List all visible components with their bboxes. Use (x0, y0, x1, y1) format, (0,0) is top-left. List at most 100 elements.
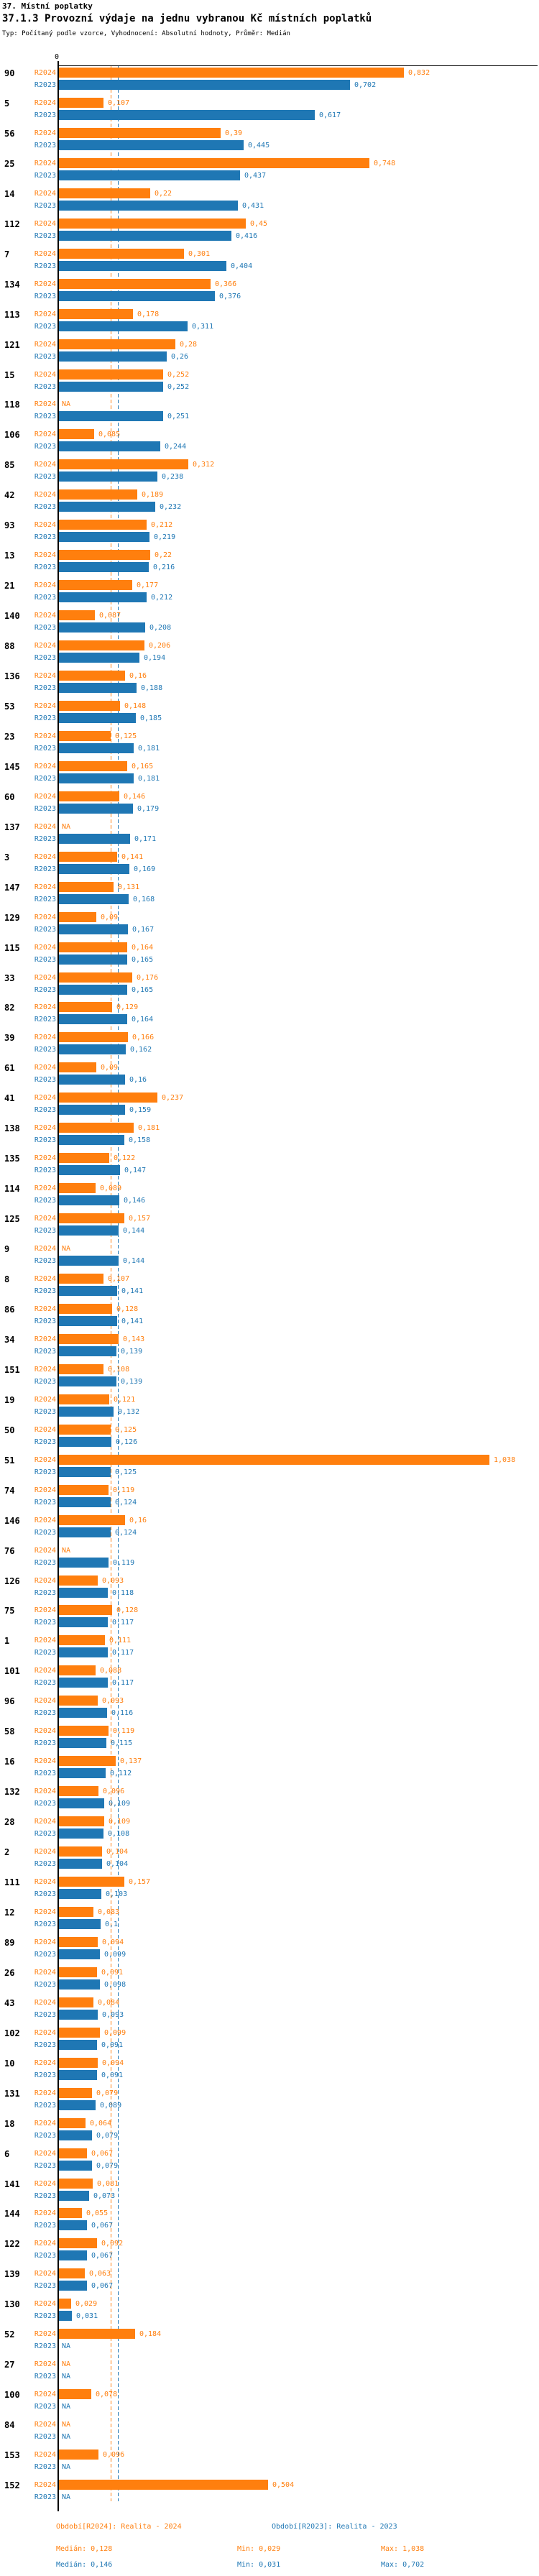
group-label: 122 (4, 2239, 20, 2249)
r2023-series-label: R2023 (34, 1800, 56, 1808)
r2024-value-label: 0,128 (116, 1305, 139, 1313)
r2023-series-label: R2023 (34, 835, 56, 843)
group-label: 8 (4, 1274, 10, 1284)
r2024-bar (59, 68, 404, 78)
group-label: 51 (4, 1455, 15, 1466)
r2024-value-label: 0,087 (99, 612, 121, 620)
group-label: 118 (4, 400, 20, 410)
group-label: 9 (4, 1244, 10, 1254)
r2023-value-label: 0,079 (96, 2132, 119, 2140)
r2023-bar (59, 1738, 106, 1748)
r2024-bar (59, 580, 132, 590)
r2023-value-label: 0,162 (130, 1046, 152, 1054)
r2024-bar (59, 309, 133, 319)
r2024-value-label: 0,092 (101, 2240, 124, 2248)
r2023-value-label: 0,117 (112, 1649, 134, 1657)
r2024-value-label: 0,212 (151, 521, 173, 529)
r2023-bar (59, 562, 149, 572)
r2023-value-label: 0,416 (236, 232, 258, 240)
r2024-value-label: 0,189 (142, 491, 164, 499)
r2024-series-label: R2024 (34, 1094, 56, 1102)
r2023-value-label: 0,124 (115, 1499, 137, 1506)
r2023-series-label: R2023 (34, 1257, 56, 1265)
r2023-bar (59, 834, 130, 844)
r2023-bar (59, 864, 129, 874)
r2023-series-label: R2023 (34, 2071, 56, 2079)
r2023-series-label: R2023 (34, 2282, 56, 2290)
footer-r2023-min: Min: 0,031 (237, 2561, 281, 2569)
r2023-series-label: R2023 (34, 443, 56, 451)
r2023-value-label: 0,091 (101, 2041, 124, 2049)
r2024-bar (59, 1364, 103, 1374)
r2023-series-label: R2023 (34, 1739, 56, 1747)
plot-area: 90 R2024 0,832 R2023 0,702 5 R2024 0,107 R2023 0,… (0, 68, 539, 2504)
r2024-series-label: R2024 (34, 1577, 56, 1585)
r2023-series-label: R2023 (34, 745, 56, 753)
group-label: 27 (4, 2360, 15, 2370)
r2023-value-label: 0,124 (115, 1529, 137, 1537)
r2023-value-label: 0,16 (129, 1076, 147, 1084)
r2023-bar (59, 804, 133, 814)
r2024-value-label: 0,148 (124, 702, 147, 710)
r2024-bar (59, 2480, 268, 2490)
r2024-series-label: R2024 (34, 2240, 56, 2248)
r2024-series-label: R2024 (34, 1124, 56, 1132)
r2023-series-label: R2023 (34, 473, 56, 481)
r2023-series-label: R2023 (34, 2403, 56, 2411)
r2023-series-label: R2023 (34, 1348, 56, 1356)
r2024-series-label: R2024 (34, 853, 56, 861)
r2023-value-label: 0,067 (91, 2222, 114, 2230)
r2024-series-label: R2024 (34, 1908, 56, 1916)
r2023-bar (59, 1979, 100, 1990)
r2024-series-label: R2024 (34, 1486, 56, 1494)
r2023-series-label: R2023 (34, 1378, 56, 1386)
r2023-series-label: R2023 (34, 323, 56, 331)
r2024-bar (59, 1334, 119, 1344)
r2024-bar (59, 249, 184, 259)
group-label: 93 (4, 520, 15, 530)
r2023-value-label: 0,311 (192, 323, 214, 331)
r2024-series-label: R2024 (34, 1184, 56, 1192)
r2024-series-label: R2024 (34, 612, 56, 620)
group-label: 85 (4, 460, 15, 470)
r2023-bar (59, 1075, 125, 1085)
r2023-value-label: 0,141 (121, 1287, 144, 1295)
r2024-na-label: NA (62, 2421, 71, 2429)
group-label: 140 (4, 611, 20, 621)
r2024-series-label: R2024 (34, 431, 56, 438)
r2024-bar (59, 1183, 96, 1193)
r2024-bar (59, 1123, 134, 1133)
r2023-series-label: R2023 (34, 2312, 56, 2320)
r2023-value-label: 0,702 (354, 81, 377, 89)
r2023-value-label: 0,212 (151, 594, 173, 602)
r2024-value-label: 0,137 (120, 1757, 142, 1765)
r2023-bar (59, 2100, 96, 2110)
r2024-series-label: R2024 (34, 1667, 56, 1675)
group-label: 130 (4, 2299, 20, 2309)
group-label: 141 (4, 2179, 20, 2189)
group-label: 28 (4, 1817, 15, 1827)
r2024-value-label: 0,083 (98, 1908, 120, 1916)
r2023-bar (59, 80, 350, 90)
r2024-value-label: 0,111 (109, 1637, 132, 1644)
r2023-bar (59, 321, 188, 331)
r2024-value-label: 0,067 (91, 2150, 114, 2158)
footer-period-r2023: Období[R2023]: Realita - 2023 (272, 2523, 397, 2531)
group-label: 131 (4, 2089, 20, 2099)
r2024-bar (59, 1425, 111, 1435)
r2024-series-label: R2024 (34, 642, 56, 650)
r2023-series-label: R2023 (34, 1106, 56, 1114)
r2024-series-label: R2024 (34, 551, 56, 559)
r2024-series-label: R2024 (34, 2120, 56, 2128)
r2024-value-label: 0,176 (137, 974, 159, 982)
r2023-value-label: 0,252 (167, 383, 190, 391)
r2023-series-label: R2023 (34, 684, 56, 692)
r2024-value-label: 0,28 (180, 341, 198, 349)
r2024-series-label: R2024 (34, 2029, 56, 2037)
r2024-series-label: R2024 (34, 702, 56, 710)
r2024-series-label: R2024 (34, 1396, 56, 1404)
r2023-bar (59, 110, 315, 120)
r2023-bar (59, 2161, 92, 2171)
group-label: 41 (4, 1093, 15, 1103)
r2023-value-label: 0,146 (124, 1197, 146, 1205)
